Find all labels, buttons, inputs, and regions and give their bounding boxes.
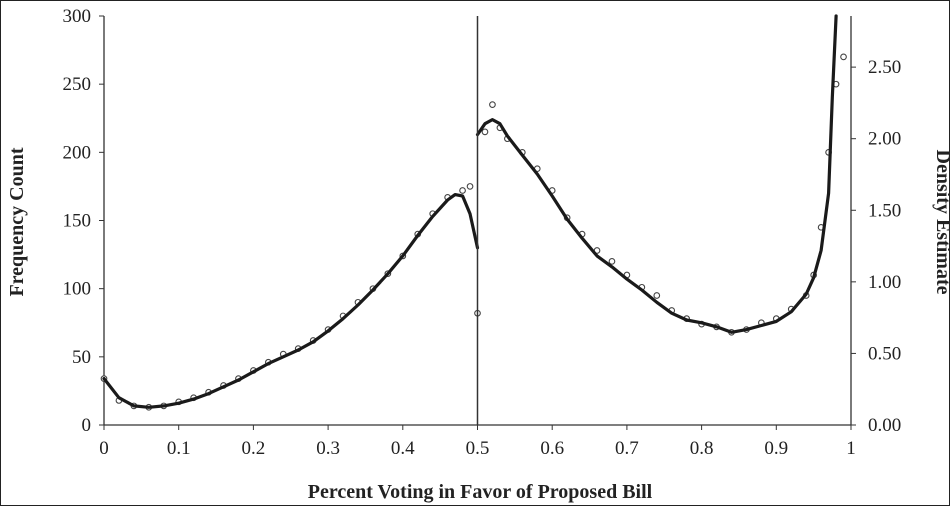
x-tick-label: 0.2: [242, 438, 266, 459]
x-tick-label: 1: [846, 438, 856, 459]
density-curves: [102, 14, 838, 409]
x-tick-label: 0.7: [615, 438, 639, 459]
x-tick-labels: 0 0.1 0.2 0.3 0.4 0.5 0.6 0.7 0.8 0.9 1: [99, 425, 856, 459]
x-tick-label: 0.6: [540, 438, 564, 459]
y2-tick-label: 2.50: [868, 57, 901, 78]
y-tick-label: 150: [63, 211, 92, 232]
data-point: [481, 128, 489, 136]
x-tick-label: 0: [99, 438, 109, 459]
y-tick-label: 250: [63, 74, 92, 95]
y2-tick-label: 1.50: [868, 200, 901, 221]
data-point: [608, 258, 616, 265]
x-tick-label: 0.4: [391, 438, 415, 459]
y-axis-title: Frequency Count: [6, 147, 28, 296]
data-point: [840, 53, 847, 61]
y2-tick-label: 1.00: [868, 272, 901, 293]
y2-tick-labels: 0.00 0.50 1.00 1.50 2.00 2.50: [851, 57, 901, 436]
y2-axis-title: Density Estimate: [932, 150, 950, 295]
y2-tick-label: 2.00: [868, 129, 901, 150]
density-curve-1: [102, 193, 480, 409]
y2-tick-label: 0.00: [868, 415, 901, 436]
x-tick-label: 0.1: [167, 438, 191, 459]
x-tick-label: 0.9: [764, 438, 788, 459]
data-point: [489, 101, 496, 108]
y-tick-label: 0: [82, 415, 92, 436]
x-tick-label: 0.3: [316, 438, 340, 459]
data-point: [466, 183, 474, 190]
data-point: [653, 292, 661, 299]
y-tick-label: 50: [72, 347, 91, 368]
density-curve-2: [475, 14, 838, 334]
x-tick-label: 0.5: [466, 438, 490, 459]
y-tick-labels: 0 50 100 150 200 250 300: [63, 6, 104, 436]
y-tick-label: 300: [63, 6, 92, 27]
x-axis-title: Percent Voting in Favor of Proposed Bill: [308, 481, 653, 503]
y-tick-label: 100: [63, 279, 92, 300]
y2-tick-label: 0.50: [868, 343, 901, 364]
y-tick-label: 200: [63, 142, 92, 163]
data-point: [459, 187, 466, 194]
x-tick-label: 0.8: [690, 438, 714, 459]
